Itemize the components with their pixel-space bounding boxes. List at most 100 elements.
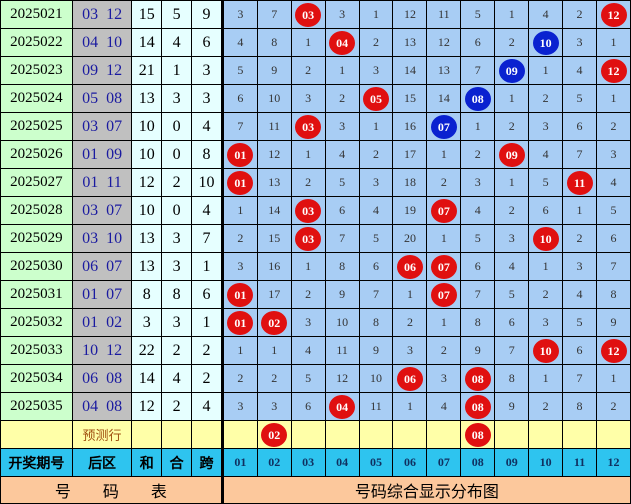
omission-cell: 4 bbox=[528, 140, 564, 169]
back-zone-cell: 04 08 bbox=[71, 392, 133, 421]
omission-cell: 2 bbox=[256, 364, 292, 393]
header-he: 合 bbox=[161, 448, 193, 477]
omission-cell: 1 bbox=[494, 168, 530, 197]
red-ball: 03 bbox=[295, 2, 322, 27]
omission-cell: 5 bbox=[221, 56, 258, 85]
number-cell: 12 bbox=[596, 0, 631, 29]
red-ball: 07 bbox=[430, 198, 457, 223]
omission-cell: 3 bbox=[426, 364, 462, 393]
period-cell: 2025026 bbox=[0, 140, 73, 169]
omission-cell: 2 bbox=[290, 168, 326, 197]
number-cell: 07 bbox=[426, 252, 462, 281]
span-cell: 4 bbox=[191, 196, 224, 225]
omission-cell: 1 bbox=[494, 0, 530, 29]
prediction-cell bbox=[324, 420, 360, 449]
period-cell: 2025034 bbox=[0, 364, 73, 393]
omission-cell: 13 bbox=[392, 28, 428, 57]
omission-cell: 8 bbox=[494, 364, 530, 393]
number-cell: 10 bbox=[528, 224, 564, 253]
he-cell: 2 bbox=[161, 336, 193, 365]
period-cell: 2025033 bbox=[0, 336, 73, 365]
sum-cell: 14 bbox=[131, 28, 163, 57]
omission-cell: 1 bbox=[596, 28, 631, 57]
omission-cell: 3 bbox=[358, 56, 394, 85]
omission-cell: 12 bbox=[392, 0, 428, 29]
omission-cell: 2 bbox=[528, 392, 564, 421]
predicted-ball: 02 bbox=[261, 422, 288, 447]
red-ball: 08 bbox=[464, 366, 491, 391]
omission-cell: 6 bbox=[562, 112, 598, 141]
red-ball: 05 bbox=[363, 86, 390, 111]
omission-cell: 10 bbox=[358, 364, 394, 393]
period-cell bbox=[0, 420, 73, 449]
omission-cell: 11 bbox=[324, 336, 360, 365]
header-number: 06 bbox=[392, 448, 428, 477]
back-zone-cell: 03 07 bbox=[71, 196, 133, 225]
omission-cell: 5 bbox=[460, 0, 496, 29]
omission-cell: 1 bbox=[358, 0, 394, 29]
omission-cell: 1 bbox=[290, 252, 326, 281]
header-row: 开奖期号 后区和合跨 01 02 03 04 05 06 07 08 09 10 11 12 bbox=[0, 448, 631, 477]
draw-row: 2025028 03 07 10 0 4 1 14 03 6 4 19 07 4 2 6 1 5 bbox=[0, 196, 631, 225]
red-ball: 06 bbox=[396, 254, 423, 279]
omission-cell: 1 bbox=[324, 56, 360, 85]
back-zone-cell: 04 10 bbox=[71, 28, 133, 57]
sum-cell: 12 bbox=[131, 168, 163, 197]
omission-cell: 2 bbox=[562, 224, 598, 253]
he-cell: 5 bbox=[161, 0, 193, 29]
omission-cell: 8 bbox=[256, 28, 292, 57]
omission-cell: 1 bbox=[256, 336, 292, 365]
omission-cell: 4 bbox=[221, 28, 258, 57]
omission-cell: 1 bbox=[221, 336, 258, 365]
prediction-cell: 08 bbox=[460, 420, 496, 449]
omission-cell: 3 bbox=[528, 112, 564, 141]
sum-cell: 21 bbox=[131, 56, 163, 85]
omission-cell: 1 bbox=[494, 84, 530, 113]
omission-cell: 12 bbox=[256, 140, 292, 169]
header-number: 11 bbox=[562, 448, 598, 477]
omission-cell: 1 bbox=[290, 28, 326, 57]
prediction-cell: 02 bbox=[256, 420, 292, 449]
omission-cell: 2 bbox=[290, 56, 326, 85]
omission-cell: 5 bbox=[596, 196, 631, 225]
omission-cell: 14 bbox=[392, 56, 428, 85]
back-zone-cell: 01 02 bbox=[71, 308, 133, 337]
he-cell: 8 bbox=[161, 280, 193, 309]
omission-cell: 3 bbox=[221, 252, 258, 281]
sum-cell: 12 bbox=[131, 392, 163, 421]
number-cell: 07 bbox=[426, 280, 462, 309]
sum-cell: 10 bbox=[131, 112, 163, 141]
back-zone-cell: 06 08 bbox=[71, 364, 133, 393]
omission-cell: 13 bbox=[256, 168, 292, 197]
number-cell: 04 bbox=[324, 28, 360, 57]
number-cell: 03 bbox=[290, 0, 326, 29]
omission-cell: 1 bbox=[392, 280, 428, 309]
back-zone-cell: 03 12 bbox=[71, 0, 133, 29]
omission-cell: 2 bbox=[596, 392, 631, 421]
header-number: 05 bbox=[358, 448, 394, 477]
omission-cell: 17 bbox=[392, 140, 428, 169]
omission-cell: 16 bbox=[392, 112, 428, 141]
red-ball: 07 bbox=[430, 282, 457, 307]
number-cell: 03 bbox=[290, 196, 326, 225]
sum-cell: 8 bbox=[131, 280, 163, 309]
omission-cell: 5 bbox=[562, 308, 598, 337]
he-cell: 2 bbox=[161, 168, 193, 197]
he-cell: 3 bbox=[161, 308, 193, 337]
omission-cell: 1 bbox=[221, 196, 258, 225]
header-number: 04 bbox=[324, 448, 360, 477]
omission-cell: 4 bbox=[562, 56, 598, 85]
red-ball: 04 bbox=[329, 30, 356, 55]
omission-cell: 12 bbox=[426, 28, 462, 57]
blue-ball: 07 bbox=[430, 114, 457, 139]
omission-cell: 2 bbox=[562, 0, 598, 29]
red-ball: 10 bbox=[532, 338, 559, 363]
span-cell: 3 bbox=[191, 56, 224, 85]
omission-cell: 3 bbox=[221, 0, 258, 29]
period-cell: 2025024 bbox=[0, 84, 73, 113]
omission-cell: 3 bbox=[494, 224, 530, 253]
header-number: 03 bbox=[290, 448, 326, 477]
span-cell: 2 bbox=[191, 336, 224, 365]
omission-cell: 3 bbox=[460, 168, 496, 197]
header-number: 01 bbox=[221, 448, 258, 477]
